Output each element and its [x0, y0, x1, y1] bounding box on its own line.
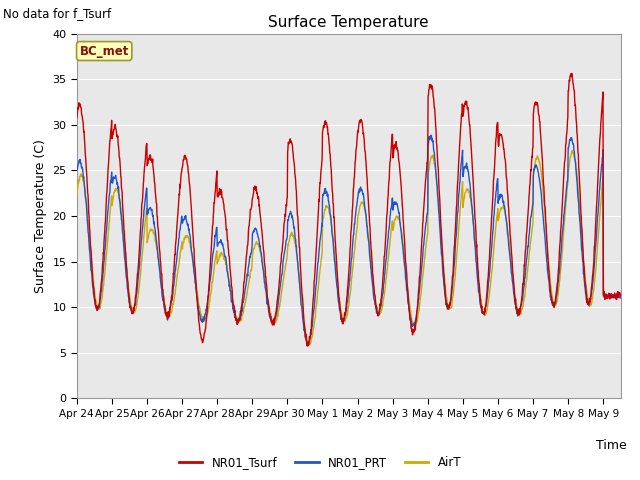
- Title: Surface Temperature: Surface Temperature: [269, 15, 429, 30]
- Text: No data for f_Tsurf: No data for f_Tsurf: [3, 7, 111, 20]
- Text: Time: Time: [596, 439, 627, 452]
- Text: BC_met: BC_met: [79, 45, 129, 58]
- Y-axis label: Surface Temperature (C): Surface Temperature (C): [34, 139, 47, 293]
- Legend: NR01_Tsurf, NR01_PRT, AirT: NR01_Tsurf, NR01_PRT, AirT: [174, 452, 466, 474]
